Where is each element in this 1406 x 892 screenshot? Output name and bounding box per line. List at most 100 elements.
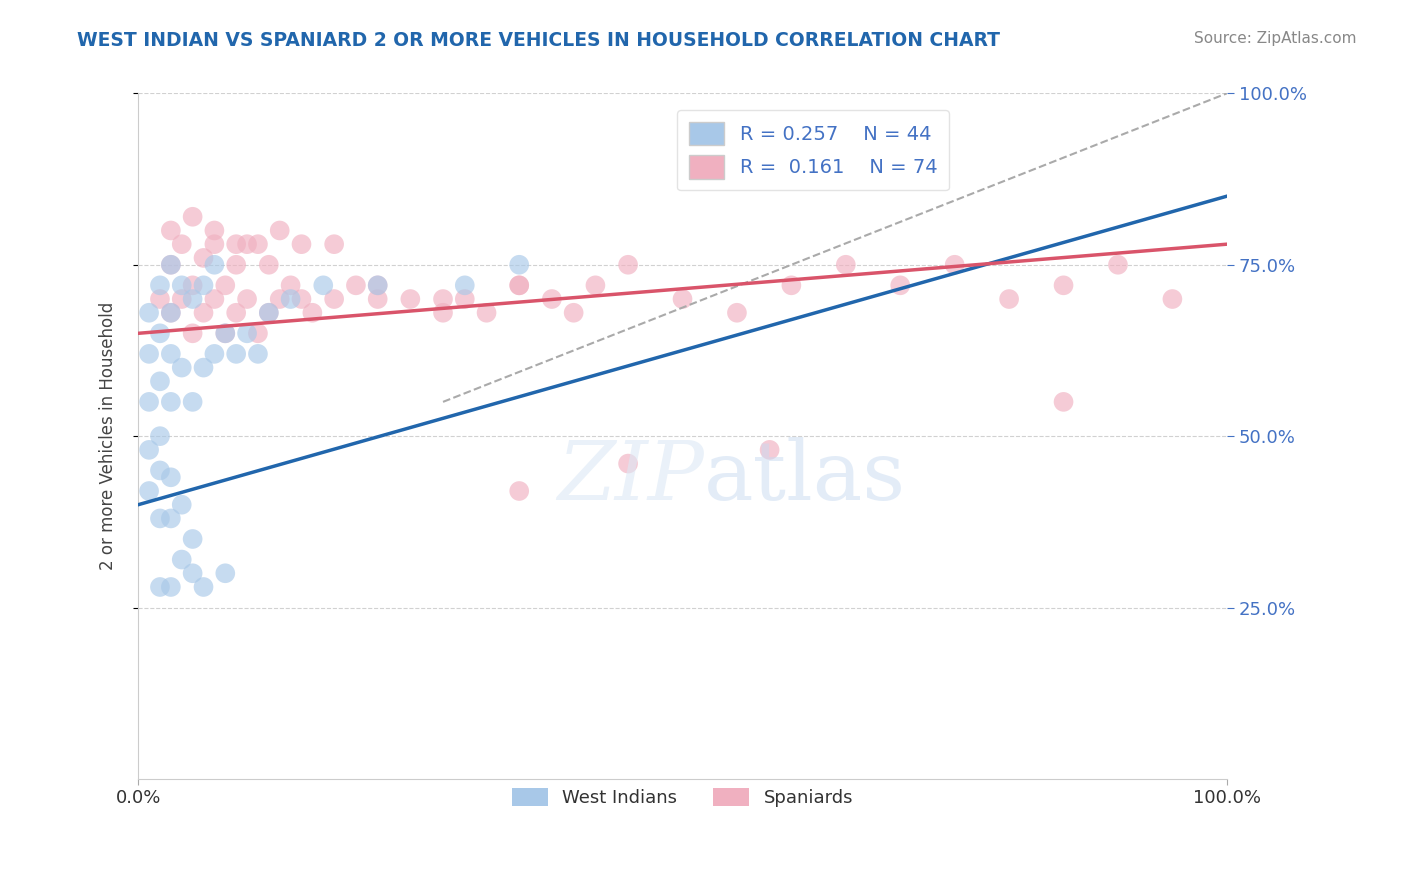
Point bbox=[225, 258, 247, 272]
Point bbox=[541, 292, 564, 306]
Point bbox=[1107, 258, 1129, 272]
Point bbox=[202, 347, 225, 361]
Point bbox=[214, 566, 236, 581]
Point bbox=[170, 292, 193, 306]
Point bbox=[454, 292, 477, 306]
Point bbox=[583, 278, 606, 293]
Point bbox=[193, 251, 215, 265]
Point bbox=[290, 237, 312, 252]
Text: Source: ZipAtlas.com: Source: ZipAtlas.com bbox=[1194, 31, 1357, 46]
Point bbox=[323, 292, 346, 306]
Point bbox=[149, 511, 172, 525]
Point bbox=[835, 258, 858, 272]
Point bbox=[160, 395, 183, 409]
Point bbox=[225, 306, 247, 320]
Point bbox=[170, 498, 193, 512]
Point bbox=[170, 237, 193, 252]
Point bbox=[475, 306, 498, 320]
Point bbox=[160, 470, 183, 484]
Text: WEST INDIAN VS SPANIARD 2 OR MORE VEHICLES IN HOUSEHOLD CORRELATION CHART: WEST INDIAN VS SPANIARD 2 OR MORE VEHICL… bbox=[77, 31, 1000, 50]
Point bbox=[149, 463, 172, 477]
Point bbox=[399, 292, 422, 306]
Point bbox=[432, 306, 454, 320]
Point bbox=[170, 360, 193, 375]
Point bbox=[257, 306, 280, 320]
Text: atlas: atlas bbox=[704, 437, 907, 517]
Point bbox=[181, 292, 204, 306]
Point bbox=[301, 306, 323, 320]
Point bbox=[181, 210, 204, 224]
Point bbox=[508, 258, 530, 272]
Point bbox=[181, 395, 204, 409]
Point bbox=[193, 360, 215, 375]
Point bbox=[257, 258, 280, 272]
Point bbox=[225, 347, 247, 361]
Point bbox=[160, 511, 183, 525]
Point bbox=[1052, 395, 1074, 409]
Point bbox=[138, 347, 160, 361]
Point bbox=[149, 326, 172, 341]
Point bbox=[257, 306, 280, 320]
Point bbox=[943, 258, 966, 272]
Point bbox=[236, 292, 259, 306]
Point bbox=[202, 292, 225, 306]
Point bbox=[170, 552, 193, 566]
Point bbox=[246, 237, 269, 252]
Point bbox=[149, 429, 172, 443]
Point bbox=[454, 278, 477, 293]
Point bbox=[998, 292, 1021, 306]
Point bbox=[1161, 292, 1184, 306]
Point bbox=[181, 326, 204, 341]
Point bbox=[562, 306, 585, 320]
Point bbox=[138, 395, 160, 409]
Point bbox=[149, 278, 172, 293]
Point bbox=[193, 580, 215, 594]
Point bbox=[367, 278, 389, 293]
Point bbox=[432, 292, 454, 306]
Point bbox=[160, 306, 183, 320]
Point bbox=[160, 580, 183, 594]
Point bbox=[225, 237, 247, 252]
Point bbox=[780, 278, 803, 293]
Point bbox=[617, 457, 640, 471]
Point bbox=[214, 326, 236, 341]
Point bbox=[290, 292, 312, 306]
Point bbox=[889, 278, 911, 293]
Point bbox=[214, 326, 236, 341]
Point bbox=[138, 306, 160, 320]
Point bbox=[160, 223, 183, 237]
Point bbox=[508, 483, 530, 498]
Point bbox=[367, 292, 389, 306]
Point bbox=[671, 292, 693, 306]
Point bbox=[344, 278, 367, 293]
Point bbox=[246, 326, 269, 341]
Point bbox=[725, 306, 748, 320]
Point bbox=[170, 278, 193, 293]
Point bbox=[617, 258, 640, 272]
Point bbox=[280, 278, 302, 293]
Point bbox=[202, 258, 225, 272]
Point bbox=[367, 278, 389, 293]
Point bbox=[214, 278, 236, 293]
Point bbox=[202, 237, 225, 252]
Point bbox=[236, 237, 259, 252]
Point bbox=[193, 306, 215, 320]
Point bbox=[246, 347, 269, 361]
Point bbox=[758, 442, 780, 457]
Point bbox=[160, 347, 183, 361]
Point bbox=[280, 292, 302, 306]
Text: ZIP: ZIP bbox=[557, 437, 704, 517]
Point bbox=[138, 442, 160, 457]
Point bbox=[149, 292, 172, 306]
Point bbox=[149, 374, 172, 388]
Point bbox=[138, 483, 160, 498]
Point bbox=[1052, 278, 1074, 293]
Point bbox=[181, 278, 204, 293]
Point bbox=[181, 566, 204, 581]
Point bbox=[269, 292, 291, 306]
Point bbox=[508, 278, 530, 293]
Point bbox=[160, 258, 183, 272]
Point bbox=[323, 237, 346, 252]
Point bbox=[269, 223, 291, 237]
Point bbox=[508, 278, 530, 293]
